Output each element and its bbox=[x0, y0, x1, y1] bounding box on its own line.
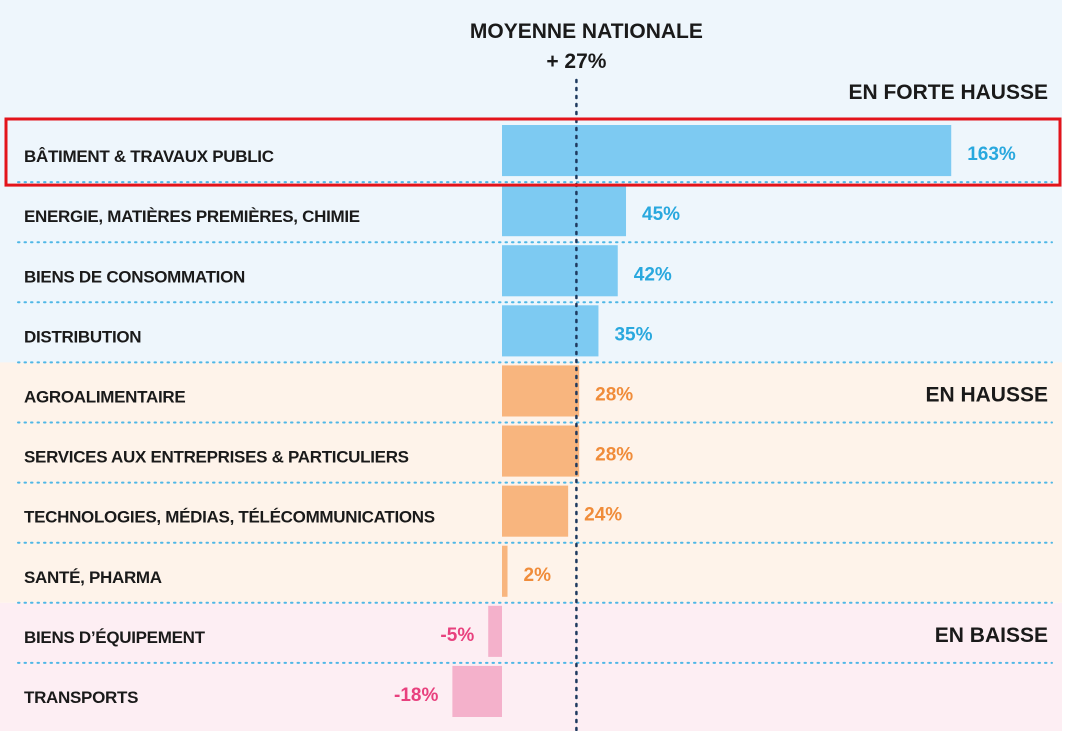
reference-line-title: MOYENNE NATIONALE bbox=[470, 20, 703, 43]
value-label: 28% bbox=[595, 384, 633, 405]
value-label: 2% bbox=[524, 565, 552, 586]
category-label: DISTRIBUTION bbox=[24, 327, 141, 346]
category-label: ENERGIE, MATIÈRES PREMIÈRES, CHIMIE bbox=[24, 207, 360, 226]
value-label: 28% bbox=[595, 445, 633, 466]
category-label: BÂTIMENT & TRAVAUX PUBLIC bbox=[24, 147, 274, 166]
bar bbox=[502, 425, 580, 477]
group-title-3: EN BAISSE bbox=[935, 624, 1048, 647]
group-background-3 bbox=[0, 602, 1062, 731]
highlight-box bbox=[4, 117, 1062, 187]
bar bbox=[502, 305, 599, 357]
labels: BÂTIMENT & TRAVAUX PUBLIC 163% ENERGIE, MA… bbox=[24, 81, 1048, 707]
bar bbox=[502, 545, 508, 597]
category-label: BIENS D’ÉQUIPEMENT bbox=[24, 628, 206, 647]
value-label: 45% bbox=[642, 204, 680, 225]
highlight-group bbox=[4, 117, 1062, 187]
category-label: TRANSPORTS bbox=[24, 688, 138, 707]
group-title-2: EN HAUSSE bbox=[925, 383, 1048, 406]
value-label: -5% bbox=[440, 625, 474, 646]
bar bbox=[502, 365, 580, 417]
bar bbox=[502, 485, 569, 537]
bar bbox=[502, 245, 618, 297]
value-label: 35% bbox=[614, 324, 652, 345]
value-label: -18% bbox=[394, 685, 438, 706]
value-label: 24% bbox=[584, 505, 622, 526]
reference-line-value: + 27% bbox=[546, 50, 606, 73]
category-label: SANTÉ, PHARMA bbox=[24, 568, 162, 587]
category-label: TECHNOLOGIES, MÉDIAS, TÉLÉCOMMUNICATIONS bbox=[24, 508, 435, 527]
bar bbox=[488, 605, 502, 657]
category-label: BIENS DE CONSOMMATION bbox=[24, 267, 245, 286]
bar bbox=[452, 665, 502, 717]
group-title-1: EN FORTE HAUSSE bbox=[848, 81, 1048, 104]
bar bbox=[502, 125, 952, 177]
value-label: 42% bbox=[634, 264, 672, 285]
bar bbox=[502, 185, 627, 237]
reference-line-group: MOYENNE NATIONALE + 27% bbox=[470, 20, 703, 731]
category-label: AGROALIMENTAIRE bbox=[24, 387, 185, 406]
value-label: 163% bbox=[967, 144, 1016, 165]
category-label: SERVICES AUX ENTREPRISES & PARTICULIERS bbox=[24, 448, 409, 467]
